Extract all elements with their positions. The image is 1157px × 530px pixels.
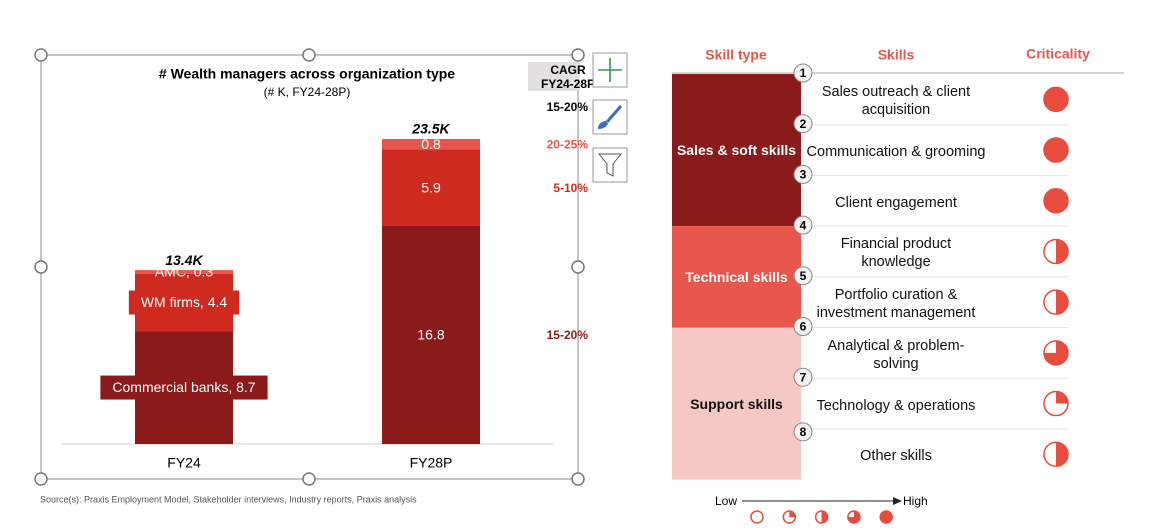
cagr-value: 15-20% [547, 328, 589, 342]
data-label-group: Commercial banks, 8.7 [100, 375, 268, 400]
row-number: 1 [800, 66, 807, 80]
data-label-box [128, 290, 240, 315]
x-tick-label: FY24 [167, 455, 201, 471]
row-number: 5 [800, 269, 807, 283]
row-number: 2 [800, 117, 807, 131]
legend-ball [880, 511, 893, 523]
row-number: 6 [800, 320, 807, 334]
data-label: AMC, 0.3 [155, 264, 214, 280]
chart-title: # Wealth managers across organization ty… [159, 66, 455, 82]
plus-icon [598, 58, 622, 82]
data-label-group: 0.8 [421, 136, 441, 152]
column-header: Skills [878, 47, 915, 63]
handle[interactable] [34, 472, 48, 486]
brush-icon [605, 105, 623, 123]
row-number-badge [793, 367, 813, 387]
bar-segment [382, 225, 480, 444]
legend-arrowhead [893, 497, 902, 505]
selection-frame [40, 54, 579, 480]
data-label: WM firms, 4.4 [141, 294, 228, 310]
chart-subtitle: (# K, FY24-28P) [264, 85, 351, 99]
criticality-ball [1056, 391, 1068, 404]
row-number: 8 [800, 425, 807, 439]
handle[interactable] [571, 48, 585, 62]
row-number: 4 [800, 218, 807, 232]
handle[interactable] [571, 260, 585, 274]
group-band [672, 327, 801, 480]
skill: Portfolio curation & investment manageme… [816, 287, 976, 322]
handles [34, 48, 585, 486]
data-label-group: 16.8 [417, 327, 444, 343]
group-band [672, 74, 801, 227]
column-header: Criticality [1026, 46, 1090, 62]
chart-buttons[interactable] [592, 52, 628, 183]
legend-ball [821, 511, 828, 523]
skill: Financial product knowledge [840, 236, 952, 271]
brush-tip [598, 121, 608, 129]
cagr-value: 20-25% [547, 137, 589, 151]
row-number-badge [793, 114, 813, 134]
filter-button[interactable] [592, 147, 628, 183]
data-label-group: WM firms, 4.4 [128, 290, 240, 315]
handle[interactable] [571, 472, 585, 486]
bar-segment [382, 139, 480, 150]
bar-segment [135, 270, 233, 274]
data-label-group: 5.9 [421, 179, 441, 195]
row-number: 7 [800, 370, 807, 384]
total-label: 23.5K [411, 121, 450, 137]
criticality-ball [1044, 87, 1068, 112]
criticality-ball [1056, 239, 1068, 264]
data-label-box [100, 375, 268, 400]
criticality-ball [1044, 138, 1068, 163]
total-cagr: 15-20% [547, 100, 589, 114]
x-tick-label: FY28P [410, 455, 453, 471]
data-label: 0.8 [421, 136, 441, 152]
skill-type: Sales & soft skills [676, 142, 797, 159]
source-note: Source(s): Praxis Employment Model, Stak… [40, 494, 417, 504]
row-number-badge [793, 215, 813, 235]
funnel-icon [597, 153, 623, 177]
cagr-header-bg [528, 62, 580, 91]
skill: Other skills [860, 448, 932, 465]
legend-high: High [903, 494, 928, 508]
row-number: 3 [800, 168, 807, 182]
legend-ball [789, 511, 796, 517]
data-label: Commercial banks, 8.7 [112, 379, 255, 395]
skill-type: Technical skills [685, 268, 788, 285]
data-label: 16.8 [417, 327, 444, 343]
cagr-header: CAGR [550, 63, 586, 77]
bar-segment [382, 149, 480, 226]
legend-low: Low [715, 494, 737, 508]
row-number-badge [793, 266, 813, 286]
legend-ball [847, 511, 860, 523]
handle[interactable] [34, 260, 48, 274]
skill-type: Support skills [690, 395, 783, 412]
criticality-ball [1044, 340, 1068, 365]
skill: Sales outreach & client acquisition [821, 84, 971, 119]
row-number-badge [793, 164, 813, 184]
skill: Analytical & problem-solving [827, 337, 965, 372]
cagr-value: 5-10% [553, 181, 588, 195]
row-number-badge [793, 317, 813, 336]
group-band [672, 226, 801, 328]
handle[interactable] [34, 48, 48, 62]
criticality-ball [1056, 442, 1068, 467]
skill: Client engagement [835, 194, 957, 211]
legend-ball-outline [750, 510, 764, 524]
handle[interactable] [302, 472, 316, 486]
data-label: 5.9 [421, 179, 441, 195]
row-number-badge [793, 422, 813, 442]
criticality-ball [1056, 290, 1068, 315]
column-header: Skill type [705, 47, 767, 63]
row-number-badge [793, 63, 813, 83]
skill: Communication & grooming [806, 144, 986, 161]
data-label-group: AMC, 0.3 [155, 264, 214, 280]
total-label: 13.4K [165, 252, 203, 268]
cagr-header: FY24-28P [541, 77, 595, 91]
criticality-ball [1044, 188, 1068, 213]
skill: Technology & operations [816, 397, 976, 414]
handle[interactable] [302, 48, 316, 62]
